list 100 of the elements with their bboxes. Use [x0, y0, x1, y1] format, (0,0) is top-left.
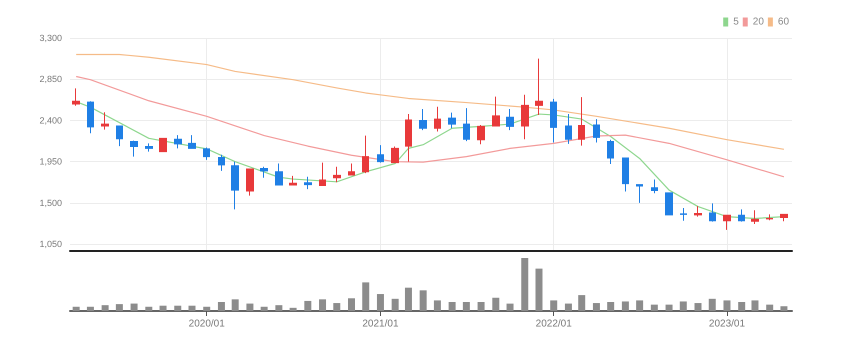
candlestick — [665, 192, 673, 216]
bar — [680, 301, 687, 311]
bar — [550, 300, 558, 311]
candlestick — [694, 206, 702, 218]
bar — [348, 298, 355, 311]
bar — [72, 306, 80, 311]
candlestick — [391, 146, 399, 164]
bar — [578, 295, 586, 311]
candlestick — [419, 108, 427, 131]
candlestick — [218, 154, 225, 172]
bar — [521, 258, 528, 311]
bar — [564, 304, 572, 311]
bar — [492, 298, 500, 311]
candlestick — [405, 114, 412, 162]
bar — [232, 299, 239, 311]
candlestick — [550, 98, 557, 143]
candlestick — [87, 100, 94, 134]
bar — [723, 300, 730, 311]
candlestick — [348, 163, 355, 176]
bar — [535, 268, 542, 311]
bar — [188, 306, 196, 311]
bar — [260, 306, 268, 311]
candlestick — [101, 112, 109, 130]
candlestick — [506, 108, 514, 131]
bar — [203, 306, 210, 311]
candlestick — [203, 146, 210, 160]
bar — [780, 306, 788, 311]
candlestick — [723, 214, 731, 230]
bar — [116, 304, 123, 311]
candlestick — [463, 108, 470, 142]
candlestick — [159, 137, 167, 153]
candlestick — [130, 140, 138, 158]
bar — [218, 302, 225, 311]
bar — [448, 302, 456, 311]
legend-label: 60 — [778, 16, 790, 28]
bar — [636, 300, 644, 311]
bar — [738, 302, 746, 311]
candlestick — [593, 118, 600, 143]
candlestick — [246, 168, 254, 196]
candlestick — [738, 208, 745, 222]
bar — [607, 302, 614, 311]
y-tick-label: 1,950 — [39, 156, 62, 167]
y-tick-label: 2,400 — [39, 115, 62, 126]
bar — [145, 306, 152, 311]
bar — [708, 298, 716, 311]
bar — [304, 300, 312, 311]
candlestick — [448, 112, 456, 129]
candlestick — [275, 163, 283, 186]
legend-label: 5 — [733, 16, 740, 28]
candlestick — [651, 179, 658, 194]
candlestick — [521, 94, 529, 140]
candlestick — [333, 166, 341, 183]
x-tick-label: 2023/01 — [708, 318, 746, 330]
x-tick-label: 2020/01 — [188, 318, 226, 330]
line-series — [76, 54, 785, 150]
candlestick — [72, 88, 80, 106]
y-tick-label: 1,500 — [39, 198, 62, 208]
bar — [592, 303, 600, 311]
x-tick-label: 2022/01 — [536, 318, 572, 330]
candlestick — [188, 134, 196, 149]
bar — [622, 301, 629, 311]
bar — [462, 302, 470, 311]
bar — [246, 304, 254, 311]
candlestick — [535, 58, 543, 116]
candlestick — [622, 158, 629, 192]
candlestick — [709, 202, 716, 222]
candlestick — [477, 124, 485, 145]
bar — [102, 305, 109, 311]
bar — [319, 299, 326, 311]
candlestick — [636, 184, 643, 204]
legend-label: 20 — [752, 16, 764, 28]
candlestick — [680, 207, 687, 222]
candlestick — [565, 114, 572, 144]
bar — [404, 288, 412, 311]
bar — [434, 300, 441, 311]
candlestick — [289, 175, 297, 186]
candlestick — [607, 139, 614, 164]
bar — [160, 306, 167, 311]
candlestick — [780, 214, 788, 222]
y-tick-label: 1,050 — [39, 239, 62, 250]
bar — [290, 308, 297, 311]
bar — [130, 304, 138, 311]
bar — [751, 300, 758, 311]
bar — [506, 304, 514, 311]
candlestick — [434, 106, 441, 132]
bar — [86, 306, 94, 311]
bar — [420, 290, 427, 311]
bar — [392, 298, 399, 311]
candlestick — [377, 144, 384, 164]
candlestick — [174, 134, 182, 149]
bar — [174, 306, 182, 311]
bar — [478, 302, 485, 311]
candlestick — [304, 176, 312, 190]
bar — [666, 304, 673, 311]
bar — [650, 304, 658, 311]
bar — [333, 303, 340, 311]
bar — [694, 303, 702, 311]
bar — [362, 282, 370, 311]
bar — [376, 294, 384, 311]
candlestick — [578, 96, 585, 146]
